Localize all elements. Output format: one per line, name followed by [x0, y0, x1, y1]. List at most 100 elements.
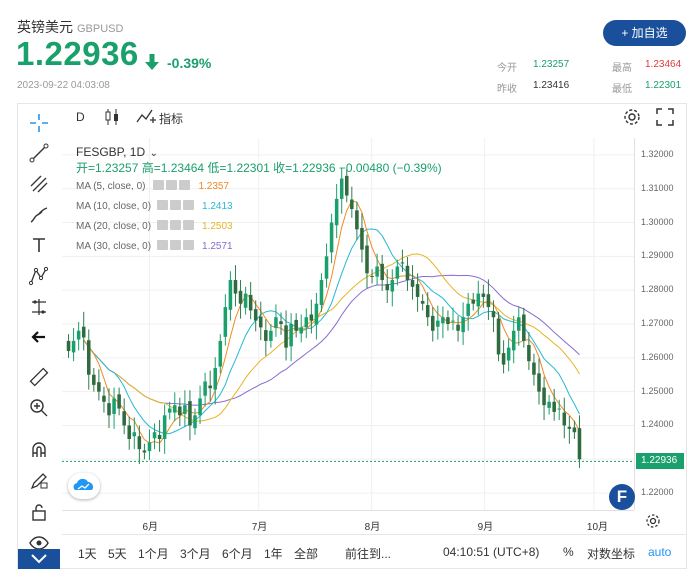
candle-body — [537, 373, 541, 392]
settings-toggle-icon[interactable] — [170, 200, 182, 210]
range-button[interactable]: 3个月 — [180, 547, 211, 561]
candle-body — [188, 401, 192, 426]
eye-toggle-icon[interactable] — [157, 200, 169, 210]
price-chart[interactable] — [62, 138, 634, 510]
eye-icon[interactable] — [28, 532, 50, 554]
ma-legend-row[interactable]: MA (10, close, 0) 1.2413 — [76, 200, 233, 212]
magnet-icon[interactable] — [28, 439, 50, 461]
back-arrow-icon[interactable] — [28, 326, 50, 348]
close-toggle-icon[interactable] — [183, 220, 195, 230]
y-tick-label: 1.29000 — [641, 250, 674, 261]
ma-legend: MA (5, close, 0) 1.2357 MA (10, close, 0) 1… — [76, 180, 376, 260]
lock-draw-icon[interactable] — [28, 470, 50, 492]
candle-body — [506, 347, 511, 361]
candle-body — [324, 256, 329, 279]
measure-icon[interactable] — [28, 296, 50, 318]
collapse-tools-button[interactable] — [18, 549, 60, 569]
log-scale-toggle[interactable]: 对数坐标 — [587, 547, 636, 561]
indicators-icon[interactable] — [136, 108, 156, 129]
candle-type-icon[interactable] — [104, 108, 120, 129]
time-axis[interactable]: 6月 7月 8月 9月 10月 — [62, 510, 634, 535]
candle-body — [167, 408, 172, 413]
candle-body — [203, 381, 207, 396]
candle-body — [248, 294, 253, 311]
x-tick-label: 9月 — [477, 522, 494, 533]
settings-toggle-icon[interactable] — [170, 240, 182, 250]
candle-body — [395, 266, 400, 279]
range-button[interactable]: 5天 — [108, 547, 127, 561]
indicators-button[interactable]: 指标 — [159, 112, 184, 126]
fib-icon[interactable] — [28, 173, 50, 195]
high-label: 最高 — [612, 63, 632, 74]
eye-toggle-icon[interactable] — [157, 240, 169, 250]
fullscreen-icon[interactable] — [656, 108, 674, 129]
candle-body — [198, 398, 202, 416]
cloud-button[interactable] — [68, 473, 100, 499]
candle-body — [289, 324, 293, 347]
candle-body — [339, 178, 344, 199]
y-tick-label: 1.31000 — [641, 182, 674, 193]
candle-body — [162, 415, 167, 439]
candle-body — [178, 406, 182, 416]
legend-symbol-text: FESGBP, 1D — [76, 145, 146, 159]
prev-close-label: 昨收 — [497, 84, 517, 95]
instrument-name: 英镑美元 GBPUSD — [17, 17, 123, 37]
text-icon[interactable] — [28, 234, 50, 256]
range-button[interactable]: 全部 — [294, 547, 319, 561]
trendline-icon[interactable] — [28, 142, 50, 164]
x-tick-label: 10月 — [586, 522, 609, 533]
close-toggle-icon[interactable] — [183, 240, 195, 250]
clock-display[interactable]: 04:10:51 (UTC+8) — [443, 545, 540, 559]
y-tick-label: 1.28000 — [641, 284, 674, 295]
range-button[interactable]: 1天 — [78, 547, 97, 561]
pattern-icon[interactable] — [28, 265, 50, 287]
quote-timestamp: 2023-09-22 04:03:08 — [17, 80, 110, 91]
ma-legend-row[interactable]: MA (5, close, 0) 1.2357 — [76, 180, 229, 192]
zoom-in-icon[interactable] — [28, 397, 50, 419]
range-button[interactable]: 1年 — [264, 547, 283, 561]
candle-body — [486, 294, 491, 308]
candle-body — [360, 227, 364, 250]
candle-body — [243, 293, 248, 308]
open-label: 今开 — [497, 63, 517, 74]
candle-body — [233, 280, 238, 294]
ruler-icon[interactable] — [28, 366, 50, 388]
settings-toggle-icon[interactable] — [170, 220, 182, 230]
candle-body — [355, 210, 359, 230]
y-tick-label: 1.26000 — [641, 351, 674, 362]
add-watchlist-button[interactable]: + 加自选 — [603, 20, 686, 46]
crosshair-icon[interactable] — [28, 112, 50, 134]
candle-body — [405, 265, 410, 281]
legend-symbol[interactable]: FESGBP, 1D ⌄ — [76, 143, 158, 161]
range-button[interactable]: 6个月 — [222, 547, 253, 561]
lock-icon[interactable] — [28, 501, 50, 523]
brush-icon[interactable] — [28, 204, 50, 226]
brand-logo: F — [609, 484, 635, 510]
down-arrow-icon — [145, 54, 159, 70]
candle-body — [294, 319, 298, 331]
legend-ohlc: 开=1.23257 高=1.23464 低=1.22301 收=1.22936 … — [76, 161, 442, 175]
settings-toggle-icon[interactable] — [166, 180, 178, 190]
close-toggle-icon[interactable] — [179, 180, 191, 190]
ma-legend-row[interactable]: MA (30, close, 0) 1.2571 — [76, 240, 233, 252]
interval-button[interactable]: D — [76, 110, 85, 124]
candle-body — [304, 317, 309, 328]
y-tick-label: 1.30000 — [641, 216, 674, 227]
ma-legend-row[interactable]: MA (20, close, 0) 1.2503 — [76, 220, 233, 232]
eye-toggle-icon[interactable] — [157, 220, 169, 230]
ma-value: 1.2503 — [202, 221, 233, 232]
range-button[interactable]: 1个月 — [138, 547, 169, 561]
candle-body — [329, 222, 334, 253]
close-toggle-icon[interactable] — [183, 200, 195, 210]
axis-settings-icon[interactable] — [645, 513, 661, 534]
auto-scale-toggle[interactable]: auto — [648, 545, 672, 559]
percent-toggle[interactable]: % — [563, 545, 574, 559]
goto-button[interactable]: 前往到... — [345, 547, 392, 561]
instrument-name-text: 英镑美元 — [17, 19, 73, 35]
eye-toggle-icon[interactable] — [153, 180, 165, 190]
candle-body — [491, 311, 496, 318]
gear-icon[interactable] — [623, 108, 641, 129]
candle-body — [390, 280, 395, 292]
bottom-toolbar: 1天 5天 1个月 3个月 6个月 1年 全部 前往到... 04:10:51 (UTC+8)%… — [62, 534, 686, 569]
change-percent: -0.39% — [167, 55, 212, 71]
